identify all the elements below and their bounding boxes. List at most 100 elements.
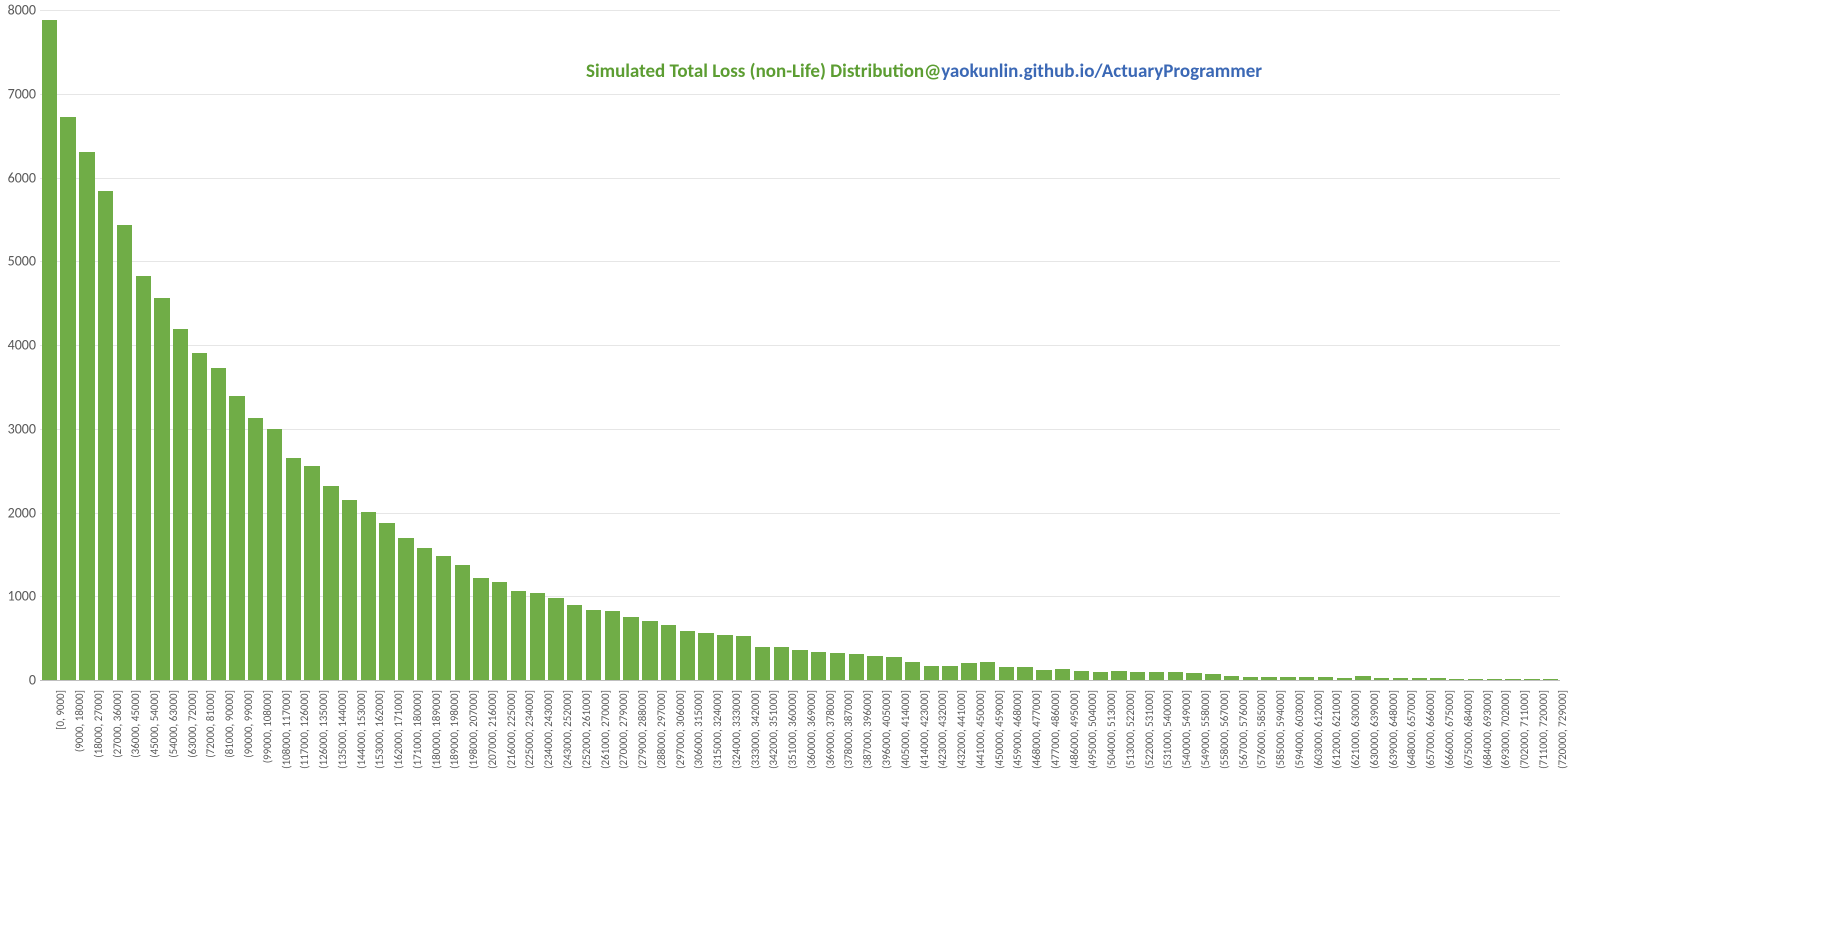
- y-tick-label: 7000: [8, 85, 36, 102]
- x-tick-label: (45000, 54000]: [148, 690, 161, 758]
- x-tick-label: (324000, 333000]: [730, 690, 743, 769]
- histogram-bar: [1299, 677, 1314, 680]
- x-tick-label: (396000, 405000]: [880, 690, 893, 769]
- x-tick-label: (567000, 576000]: [1237, 690, 1250, 769]
- x-axis-line: [40, 680, 1560, 681]
- x-tick-label: (351000, 360000]: [786, 690, 799, 769]
- x-tick-label: (513000, 522000]: [1124, 690, 1137, 769]
- histogram-bar: [436, 556, 451, 680]
- histogram-bar: [323, 486, 338, 680]
- histogram-bar: [849, 654, 864, 680]
- x-tick-label: (270000, 279000]: [617, 690, 630, 769]
- histogram-bar: [811, 652, 826, 680]
- x-tick-label: (234000, 243000]: [542, 690, 555, 769]
- histogram-bar: [1524, 679, 1539, 680]
- x-tick-label: (36000, 45000]: [129, 690, 142, 758]
- histogram-bar: [1430, 678, 1445, 681]
- histogram-bar: [642, 621, 657, 680]
- x-tick-label: (288000, 297000]: [655, 690, 668, 769]
- histogram-bar: [698, 633, 713, 680]
- histogram-bar: [417, 548, 432, 680]
- y-tick-label: 6000: [8, 169, 36, 186]
- histogram-bar: [267, 429, 282, 680]
- histogram-bar: [42, 20, 57, 680]
- histogram-bar: [980, 662, 995, 680]
- x-tick-label: (72000, 81000]: [204, 690, 217, 758]
- x-tick-label: (459000, 468000]: [1011, 690, 1024, 769]
- histogram-bar: [942, 666, 957, 680]
- x-tick-label: (585000, 594000]: [1274, 690, 1287, 769]
- x-tick-label: (216000, 225000]: [505, 690, 518, 769]
- x-tick-label: (531000, 540000]: [1161, 690, 1174, 769]
- x-tick-label: (198000, 207000]: [467, 690, 480, 769]
- histogram-bar: [1487, 679, 1502, 680]
- x-tick-label: (666000, 675000]: [1443, 690, 1456, 769]
- histogram-bar: [567, 605, 582, 680]
- x-tick-label: (675000, 684000]: [1462, 690, 1475, 769]
- histogram-bar: [905, 662, 920, 680]
- histogram-bar: [1505, 679, 1520, 680]
- x-tick-label: (117000, 126000]: [298, 690, 311, 769]
- x-tick-label: (333000, 342000]: [749, 690, 762, 769]
- x-tick-label: (207000, 216000]: [486, 690, 499, 769]
- x-tick-label: (549000, 558000]: [1199, 690, 1212, 769]
- x-tick-label: (252000, 261000]: [580, 690, 593, 769]
- x-tick-label: (693000, 702000]: [1499, 690, 1512, 769]
- x-tick-label: (342000, 351000]: [767, 690, 780, 769]
- histogram-bar: [1186, 673, 1201, 680]
- histogram-bar: [154, 298, 169, 680]
- histogram-bar: [79, 152, 94, 680]
- histogram-bar: [229, 396, 244, 680]
- histogram-bar: [211, 368, 226, 680]
- x-tick-label: (576000, 585000]: [1255, 690, 1268, 769]
- x-tick-label: (18000, 27000]: [92, 690, 105, 758]
- x-tick-label: (702000, 711000]: [1518, 690, 1531, 769]
- histogram-bar: [1036, 670, 1051, 680]
- histogram-bar: [1337, 678, 1352, 681]
- histogram-bar: [924, 666, 939, 680]
- x-tick-label: (720000, 729000]: [1556, 690, 1569, 769]
- x-tick-label: (441000, 450000]: [974, 690, 987, 769]
- histogram-bar: [961, 663, 976, 680]
- histogram-bar: [605, 611, 620, 680]
- histogram-bar: [1374, 678, 1389, 680]
- histogram-bar: [530, 593, 545, 680]
- x-tick-label: (162000, 171000]: [392, 690, 405, 769]
- histogram-bar: [1243, 677, 1258, 680]
- y-tick-label: 0: [29, 672, 36, 689]
- histogram-bar: [548, 598, 563, 680]
- y-tick-label: 8000: [8, 2, 36, 19]
- x-tick-label: (657000, 666000]: [1424, 690, 1437, 769]
- histogram-bar: [755, 647, 770, 681]
- x-tick-label: (612000, 621000]: [1330, 690, 1343, 769]
- histogram-bar: [1355, 676, 1370, 680]
- y-tick-label: 3000: [8, 420, 36, 437]
- x-tick-label: (63000, 72000]: [186, 690, 199, 758]
- histogram-bar: [1412, 678, 1427, 680]
- histogram-bar: [1055, 669, 1070, 680]
- bar-series: [40, 10, 1560, 680]
- x-tick-label: (684000, 693000]: [1481, 690, 1494, 769]
- x-tick-label: (423000, 432000]: [936, 690, 949, 769]
- histogram-bar: [1449, 679, 1464, 680]
- x-tick-label: (387000, 396000]: [861, 690, 874, 769]
- histogram-bar: [736, 636, 751, 680]
- histogram-bar: [1168, 672, 1183, 680]
- histogram-bar: [1074, 671, 1089, 680]
- histogram-bar: [661, 625, 676, 680]
- x-tick-label: (54000, 63000]: [167, 690, 180, 758]
- histogram-bar: [1111, 671, 1126, 680]
- histogram-bar: [492, 582, 507, 680]
- x-tick-label: (306000, 315000]: [692, 690, 705, 769]
- histogram-bar: [1224, 676, 1239, 680]
- histogram-bar: [286, 458, 301, 680]
- x-tick-label: (630000, 639000]: [1368, 690, 1381, 769]
- histogram-bar: [886, 657, 901, 680]
- x-tick-label: (639000, 648000]: [1387, 690, 1400, 769]
- histogram-bar: [999, 667, 1014, 680]
- x-tick-label: (495000, 504000]: [1086, 690, 1099, 769]
- y-tick-label: 5000: [8, 253, 36, 270]
- histogram-bar: [511, 591, 526, 680]
- x-tick-label: (108000, 117000]: [280, 690, 293, 769]
- histogram-bar: [1393, 678, 1408, 680]
